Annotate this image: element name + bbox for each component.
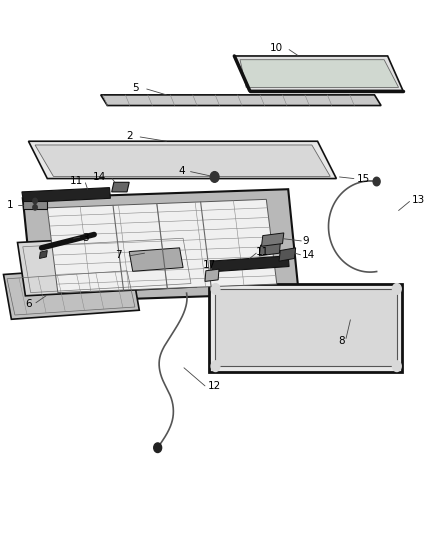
Text: 15: 15: [357, 174, 370, 183]
Polygon shape: [47, 199, 277, 293]
Text: 4: 4: [178, 166, 185, 175]
Polygon shape: [28, 141, 336, 179]
Circle shape: [392, 284, 401, 294]
Polygon shape: [234, 56, 403, 91]
Polygon shape: [259, 243, 280, 256]
Polygon shape: [22, 188, 110, 203]
Circle shape: [33, 205, 37, 210]
Circle shape: [392, 361, 401, 372]
Text: 11: 11: [70, 176, 83, 186]
Polygon shape: [205, 269, 219, 281]
Circle shape: [211, 284, 220, 294]
Circle shape: [154, 443, 162, 453]
Polygon shape: [112, 182, 129, 192]
Text: 12: 12: [208, 382, 221, 391]
Circle shape: [33, 198, 37, 204]
Polygon shape: [240, 60, 399, 87]
Text: 6: 6: [25, 299, 32, 309]
Polygon shape: [210, 256, 289, 272]
Polygon shape: [23, 201, 47, 209]
Text: 8: 8: [338, 336, 345, 346]
Polygon shape: [215, 289, 397, 366]
Polygon shape: [101, 95, 381, 106]
Text: 3: 3: [82, 233, 89, 243]
Polygon shape: [23, 189, 299, 302]
Text: 1: 1: [7, 200, 13, 210]
Text: 17: 17: [203, 261, 216, 270]
Text: 13: 13: [412, 195, 425, 205]
Circle shape: [210, 172, 219, 182]
Polygon shape: [209, 284, 402, 372]
Polygon shape: [129, 248, 183, 271]
Polygon shape: [261, 233, 284, 246]
Circle shape: [211, 361, 220, 372]
Text: 5: 5: [132, 83, 139, 93]
Polygon shape: [39, 251, 47, 259]
Polygon shape: [4, 265, 139, 319]
Polygon shape: [35, 145, 330, 176]
Text: 14: 14: [93, 172, 106, 182]
Text: 14: 14: [302, 250, 315, 260]
Text: 9: 9: [302, 236, 309, 246]
Text: 2: 2: [126, 131, 133, 141]
Polygon shape: [18, 233, 196, 296]
Text: 10: 10: [269, 43, 283, 53]
Text: 11: 11: [256, 247, 269, 256]
Text: 7: 7: [115, 250, 122, 260]
Polygon shape: [279, 248, 296, 261]
Circle shape: [373, 177, 380, 186]
